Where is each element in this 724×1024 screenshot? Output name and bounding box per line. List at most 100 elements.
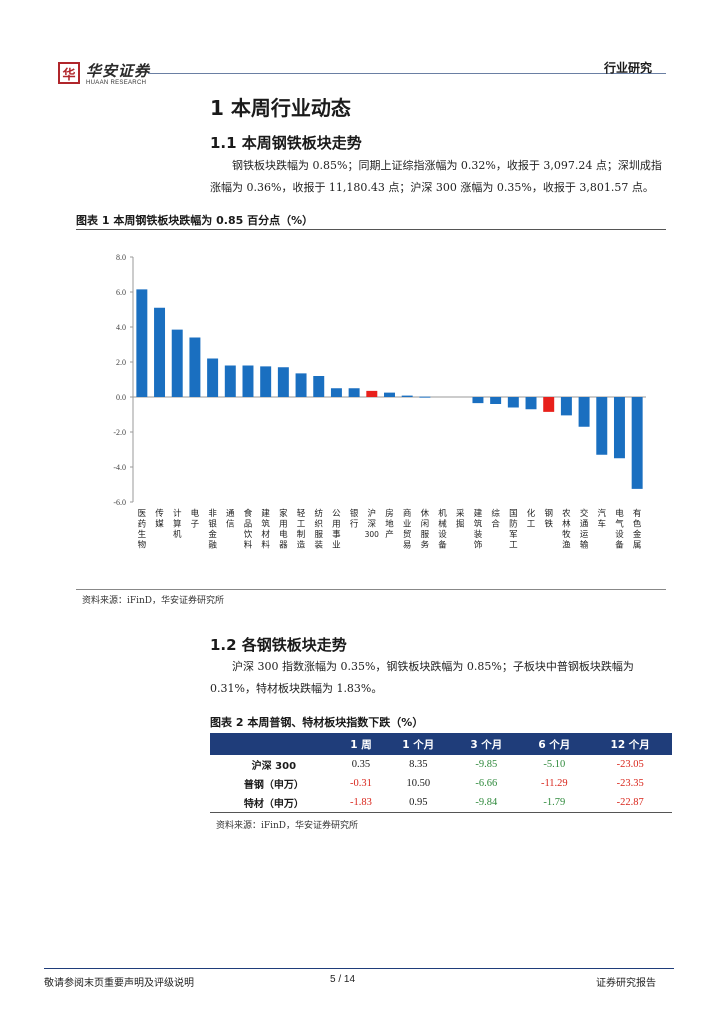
table-header-cell: 3 个月	[452, 733, 521, 755]
table-header-row: 1 周 1 个月 3 个月 6 个月 12 个月	[210, 733, 672, 755]
x-tick-label: 银行	[350, 508, 359, 530]
y-tick-label: 2.0	[116, 358, 126, 367]
bar	[419, 396, 431, 398]
bar	[525, 397, 537, 410]
table-header-cell	[210, 733, 338, 755]
index-table: 1 周 1 个月 3 个月 6 个月 12 个月 沪深 300 0.35 8.3…	[210, 733, 672, 813]
y-tick-label: 8.0	[116, 253, 126, 262]
x-tick-label: 公用事业	[332, 509, 341, 551]
table-cell: -9.85	[475, 759, 498, 770]
table-cell: -1.83	[337, 793, 385, 813]
table-cell: -22.87	[588, 793, 672, 813]
logo-text: 华安证券	[86, 62, 151, 80]
bar	[507, 397, 519, 408]
paragraph-2: 沪深 300 指数涨幅为 0.35%，钢铁板块跌幅为 0.85%；子板块中普钢板…	[210, 660, 634, 695]
x-tick-label: 计算机	[173, 508, 182, 540]
bar	[260, 366, 272, 397]
bar	[631, 397, 643, 489]
table-row: 特材（申万） -1.83 0.95 -9.84 -1.79 -22.87	[210, 793, 672, 813]
x-tick-label: 电气设备	[615, 508, 624, 551]
table-cell: 0.95	[384, 793, 453, 813]
footer-disclaimer: 敬请参阅末页重要声明及评级说明	[44, 978, 194, 989]
bar	[313, 376, 325, 397]
x-tick-label: 医药生物	[138, 509, 147, 551]
table-header-cell: 1 周	[337, 733, 385, 755]
x-tick-label: 化工	[527, 508, 536, 530]
figure-1-top-rule	[76, 229, 666, 230]
bar	[401, 395, 413, 397]
table-cell: -0.31	[350, 778, 372, 789]
bar	[560, 397, 572, 416]
x-tick-label: 国防军工	[509, 509, 518, 551]
x-tick-label: 采掘	[456, 508, 465, 530]
x-tick-label: 钢铁	[544, 508, 553, 530]
x-tick-label: 轻工制造	[297, 508, 306, 551]
bar	[224, 365, 236, 397]
x-tick-label: 有色金属	[633, 508, 642, 551]
table-cell: 10.50	[406, 778, 431, 789]
header-section-label: 行业研究	[604, 61, 653, 75]
figure-1-bottom-rule	[76, 589, 666, 590]
x-tick-label: 电子	[191, 508, 200, 530]
bar	[242, 365, 254, 397]
table-cell: 8.35	[409, 759, 428, 770]
footer-rule	[44, 968, 674, 969]
x-tick-label: 食品饮料	[244, 508, 253, 551]
x-tick-label: 房地产	[385, 508, 394, 540]
table-cell: -11.29	[540, 778, 568, 789]
y-tick-label: 0.0	[116, 393, 126, 402]
x-tick-label: 家用电器	[279, 508, 288, 551]
bar	[543, 397, 555, 412]
figure-1-title: 图表 1 本周钢铁板块跌幅为 0.85 百分点（%）	[76, 214, 314, 227]
x-tick-label: 建筑材料	[261, 508, 270, 551]
table-cell: -23.35	[616, 778, 644, 789]
y-tick-label: -4.0	[113, 463, 126, 472]
row-label: 普钢（申万）	[243, 780, 304, 791]
header-rule	[148, 73, 666, 74]
y-tick-label: 6.0	[116, 288, 126, 297]
x-tick-label: 通信	[226, 508, 235, 530]
x-tick-label: 非银金融	[208, 508, 217, 551]
bar	[154, 307, 166, 397]
bar	[366, 390, 378, 397]
logo-subtext: HUAAN RESEARCH	[86, 80, 147, 86]
x-tick-label: 汽车	[598, 508, 607, 530]
x-tick-label: 机械设备	[438, 508, 447, 551]
table-row: 沪深 300 0.35 8.35 -9.85 -5.10 -23.05	[210, 755, 672, 774]
logo-mark: 华	[58, 62, 80, 84]
bar	[189, 337, 201, 397]
x-tick-label: 沪深 300	[365, 508, 380, 539]
figure-1-source: 资料来源：iFinD，华安证券研究所	[82, 596, 225, 606]
x-tick-label: 商业贸易	[403, 508, 412, 551]
table-cell: -6.66	[475, 778, 498, 789]
row-label: 沪深 300	[251, 761, 297, 772]
table-header-cell: 6 个月	[520, 733, 589, 755]
paragraph-1: 钢铁板块跌幅为 0.85%；同期上证综指涨幅为 0.32%，收报于 3,097.…	[210, 159, 662, 194]
page-number: 5 / 14	[330, 974, 356, 985]
y-tick-label: -6.0	[113, 498, 126, 507]
y-tick-label: 4.0	[116, 323, 126, 332]
x-tick-label: 传媒	[155, 508, 164, 530]
bar	[596, 397, 608, 455]
bar	[171, 329, 183, 397]
table-header-cell: 1 个月	[384, 733, 453, 755]
subsection-title-2: 1.2 各钢铁板块走势	[210, 636, 347, 654]
table-cell: -5.10	[543, 759, 566, 770]
section-title: 1 本周行业动态	[210, 96, 351, 120]
bar	[207, 358, 219, 397]
table-source: 资料来源：iFinD，华安证券研究所	[216, 821, 359, 831]
x-tick-label: 建筑装饰	[474, 508, 483, 551]
x-tick-label: 休闲服务	[421, 508, 430, 551]
table-cell: -23.05	[616, 759, 644, 770]
row-label: 特材（申万）	[210, 793, 338, 813]
y-tick-label: -2.0	[113, 428, 126, 437]
bar	[490, 397, 502, 404]
x-tick-label: 交通运输	[580, 508, 589, 551]
bar	[348, 388, 360, 397]
bar	[578, 397, 590, 427]
bar	[472, 397, 484, 404]
x-tick-label: 纺织服装	[314, 508, 323, 551]
table-row: 普钢（申万） -0.31 10.50 -6.66 -11.29 -23.35	[210, 774, 672, 793]
bar	[330, 388, 342, 397]
table-cell: -1.79	[520, 793, 589, 813]
